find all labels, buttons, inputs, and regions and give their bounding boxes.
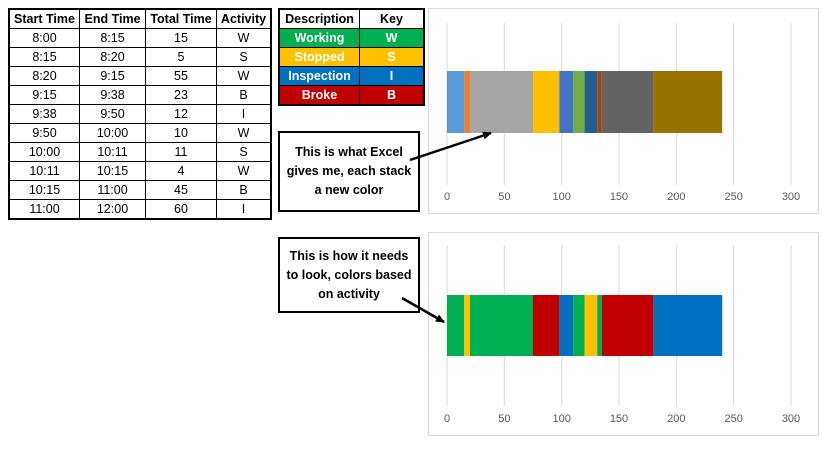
x-tick-label: 150	[610, 413, 628, 425]
bar-segment	[559, 71, 574, 133]
chart-excel-default-svg: 0 50 100 150 200 250 300	[444, 23, 800, 203]
bar-segment	[464, 71, 470, 133]
key-key-cell: W	[359, 28, 425, 48]
bar-segment	[533, 71, 560, 133]
x-tick-label: 50	[498, 413, 510, 425]
header-description: Description	[278, 8, 360, 29]
key-description-cell: Broke	[278, 85, 360, 106]
key-description-cell: Working	[278, 28, 360, 48]
key-row: Stopped S	[278, 47, 425, 67]
x-tick-label: 300	[782, 413, 800, 425]
x-tick-label: 300	[782, 191, 800, 203]
callout-bottom-text: This is how it needs to look, colors bas…	[286, 248, 412, 301]
table-cell: B	[216, 180, 272, 200]
bar-segment	[447, 295, 465, 356]
callout-top-text: This is what Excel gives me, each stack …	[286, 145, 412, 197]
table-cell: 23	[145, 85, 217, 105]
bar-segment	[601, 71, 654, 133]
key-key-cell: B	[359, 85, 425, 106]
table-row: 9:50 10:00 10 W	[8, 123, 272, 143]
bar-segment	[573, 295, 585, 356]
header-total-time: Total Time	[145, 8, 217, 29]
table-header-row: Start Time End Time Total Time Activity	[8, 8, 272, 29]
table-row: 8:15 8:20 5 S	[8, 47, 272, 67]
chart-activity-colored: 0 50 100 150 200 250 300	[428, 232, 819, 436]
table-cell: 8:15	[79, 28, 146, 48]
table-cell: 10:15	[79, 161, 146, 181]
chart-excel-default: 0 50 100 150 200 250 300	[428, 8, 819, 214]
table-cell: 60	[145, 199, 217, 220]
table-cell: 10	[145, 123, 217, 143]
callout-top: This is what Excel gives me, each stack …	[278, 131, 420, 212]
bar-segment	[653, 71, 723, 133]
bar-segment	[533, 295, 560, 356]
bar-segment	[597, 295, 602, 356]
table-cell: 9:38	[79, 85, 146, 105]
x-tick-label: 150	[610, 191, 628, 203]
table-cell: 8:00	[8, 28, 80, 48]
bar-segment	[584, 71, 598, 133]
bar-segment	[469, 71, 533, 133]
table-cell: 12:00	[79, 199, 146, 220]
bar-segment	[597, 71, 602, 133]
table-cell: I	[216, 199, 272, 220]
arrow-bottom	[401, 296, 445, 324]
table-cell: 10:11	[79, 142, 146, 162]
bar-segment	[573, 71, 585, 133]
x-tick-label: 250	[724, 191, 742, 203]
key-description-cell: Inspection	[278, 66, 360, 86]
table-row: 9:15 9:38 23 B	[8, 85, 272, 105]
key-key-cell: S	[359, 47, 425, 67]
table-row: 11:00 12:00 60 I	[8, 199, 272, 220]
x-tick-label: 200	[667, 191, 685, 203]
bar-segment	[601, 295, 654, 356]
key-row: Working W	[278, 28, 425, 48]
x-tick-label: 100	[552, 191, 570, 203]
bar-segment	[469, 295, 533, 356]
key-description-cell: Stopped	[278, 47, 360, 67]
x-tick-label: 0	[444, 413, 450, 425]
bar-segment	[584, 295, 598, 356]
table-cell: 10:15	[8, 180, 80, 200]
header-end-time: End Time	[79, 8, 146, 29]
key-row: Inspection I	[278, 66, 425, 86]
table-cell: 11:00	[8, 199, 80, 220]
table-row: 10:15 11:00 45 B	[8, 180, 272, 200]
key-table: Description Key Working W Stopped S Inspecti…	[278, 8, 425, 106]
bar-segment	[447, 71, 465, 133]
table-cell: 11:00	[79, 180, 146, 200]
activity-table: Start Time End Time Total Time Activity …	[8, 8, 272, 220]
table-cell: 45	[145, 180, 217, 200]
x-tick-label: 0	[444, 191, 450, 203]
table-row: 8:20 9:15 55 W	[8, 66, 272, 86]
bar-segment	[653, 295, 723, 356]
x-tick-label: 100	[552, 413, 570, 425]
key-key-cell: I	[359, 66, 425, 86]
x-tick-label: 250	[724, 413, 742, 425]
callout-bottom: This is how it needs to look, colors bas…	[278, 237, 420, 313]
chart-activity-colored-svg: 0 50 100 150 200 250 300	[444, 245, 800, 425]
x-tick-label: 200	[667, 413, 685, 425]
arrow-top	[409, 131, 492, 162]
bar-segment	[464, 295, 470, 356]
x-tick-label: 50	[498, 191, 510, 203]
table-row: 9:38 9:50 12 I	[8, 104, 272, 124]
key-row: Broke B	[278, 85, 425, 106]
bar-segment	[559, 295, 574, 356]
